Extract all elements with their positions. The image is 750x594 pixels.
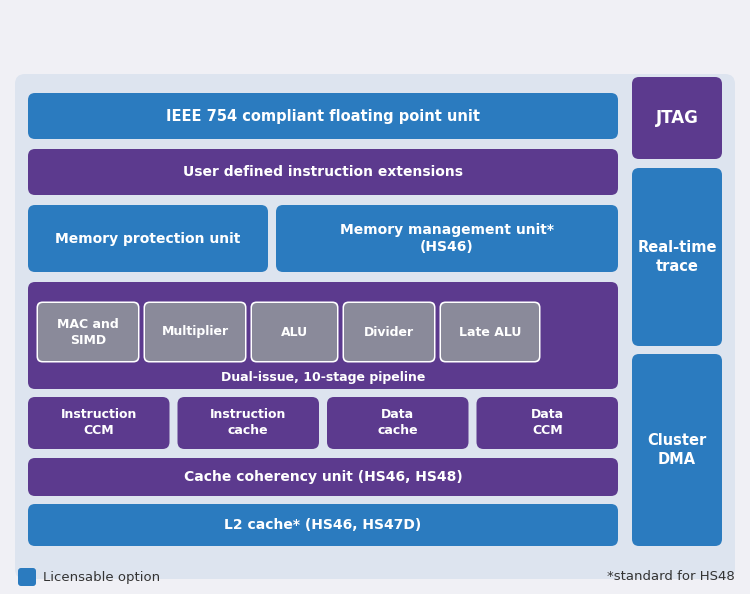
FancyBboxPatch shape	[145, 303, 245, 361]
FancyBboxPatch shape	[28, 458, 618, 496]
Text: Memory protection unit: Memory protection unit	[56, 232, 241, 245]
FancyBboxPatch shape	[632, 77, 722, 159]
Text: IEEE 754 compliant floating point unit: IEEE 754 compliant floating point unit	[166, 109, 480, 124]
FancyBboxPatch shape	[28, 282, 618, 389]
FancyBboxPatch shape	[37, 302, 140, 362]
Text: Dual-issue, 10-stage pipeline: Dual-issue, 10-stage pipeline	[220, 371, 425, 384]
Text: Cache coherency unit (HS46, HS48): Cache coherency unit (HS46, HS48)	[184, 470, 462, 484]
FancyBboxPatch shape	[143, 302, 247, 362]
FancyBboxPatch shape	[440, 302, 541, 362]
Text: MAC and
SIMD: MAC and SIMD	[57, 318, 118, 346]
FancyBboxPatch shape	[28, 205, 268, 272]
Text: Instruction
cache: Instruction cache	[210, 409, 286, 438]
FancyBboxPatch shape	[28, 149, 618, 195]
Text: User defined instruction extensions: User defined instruction extensions	[183, 165, 463, 179]
Text: Divider: Divider	[364, 326, 414, 339]
FancyBboxPatch shape	[327, 397, 469, 449]
Text: JTAG: JTAG	[656, 109, 698, 127]
FancyBboxPatch shape	[251, 302, 338, 362]
FancyBboxPatch shape	[343, 302, 436, 362]
Text: Data
CCM: Data CCM	[531, 409, 564, 438]
FancyBboxPatch shape	[18, 568, 36, 586]
FancyBboxPatch shape	[632, 354, 722, 546]
FancyBboxPatch shape	[28, 397, 170, 449]
Text: Multiplier: Multiplier	[161, 326, 229, 339]
FancyBboxPatch shape	[178, 397, 319, 449]
Text: Instruction
CCM: Instruction CCM	[61, 409, 137, 438]
FancyBboxPatch shape	[15, 74, 735, 579]
FancyBboxPatch shape	[632, 168, 722, 346]
FancyBboxPatch shape	[276, 205, 618, 272]
FancyBboxPatch shape	[28, 504, 618, 546]
FancyBboxPatch shape	[441, 303, 539, 361]
Text: L2 cache* (HS46, HS47D): L2 cache* (HS46, HS47D)	[224, 518, 422, 532]
FancyBboxPatch shape	[476, 397, 618, 449]
FancyBboxPatch shape	[344, 303, 434, 361]
Text: ALU: ALU	[281, 326, 308, 339]
Text: Data
cache: Data cache	[377, 409, 418, 438]
Text: Late ALU: Late ALU	[459, 326, 521, 339]
FancyBboxPatch shape	[252, 303, 337, 361]
Text: Cluster
DMA: Cluster DMA	[647, 433, 706, 467]
Text: Memory management unit*
(HS46): Memory management unit* (HS46)	[340, 223, 554, 254]
Text: *standard for HS48: *standard for HS48	[608, 570, 735, 583]
Text: Real-time
trace: Real-time trace	[638, 240, 717, 274]
FancyBboxPatch shape	[28, 93, 618, 139]
FancyBboxPatch shape	[38, 303, 138, 361]
Text: Licensable option: Licensable option	[43, 570, 160, 583]
